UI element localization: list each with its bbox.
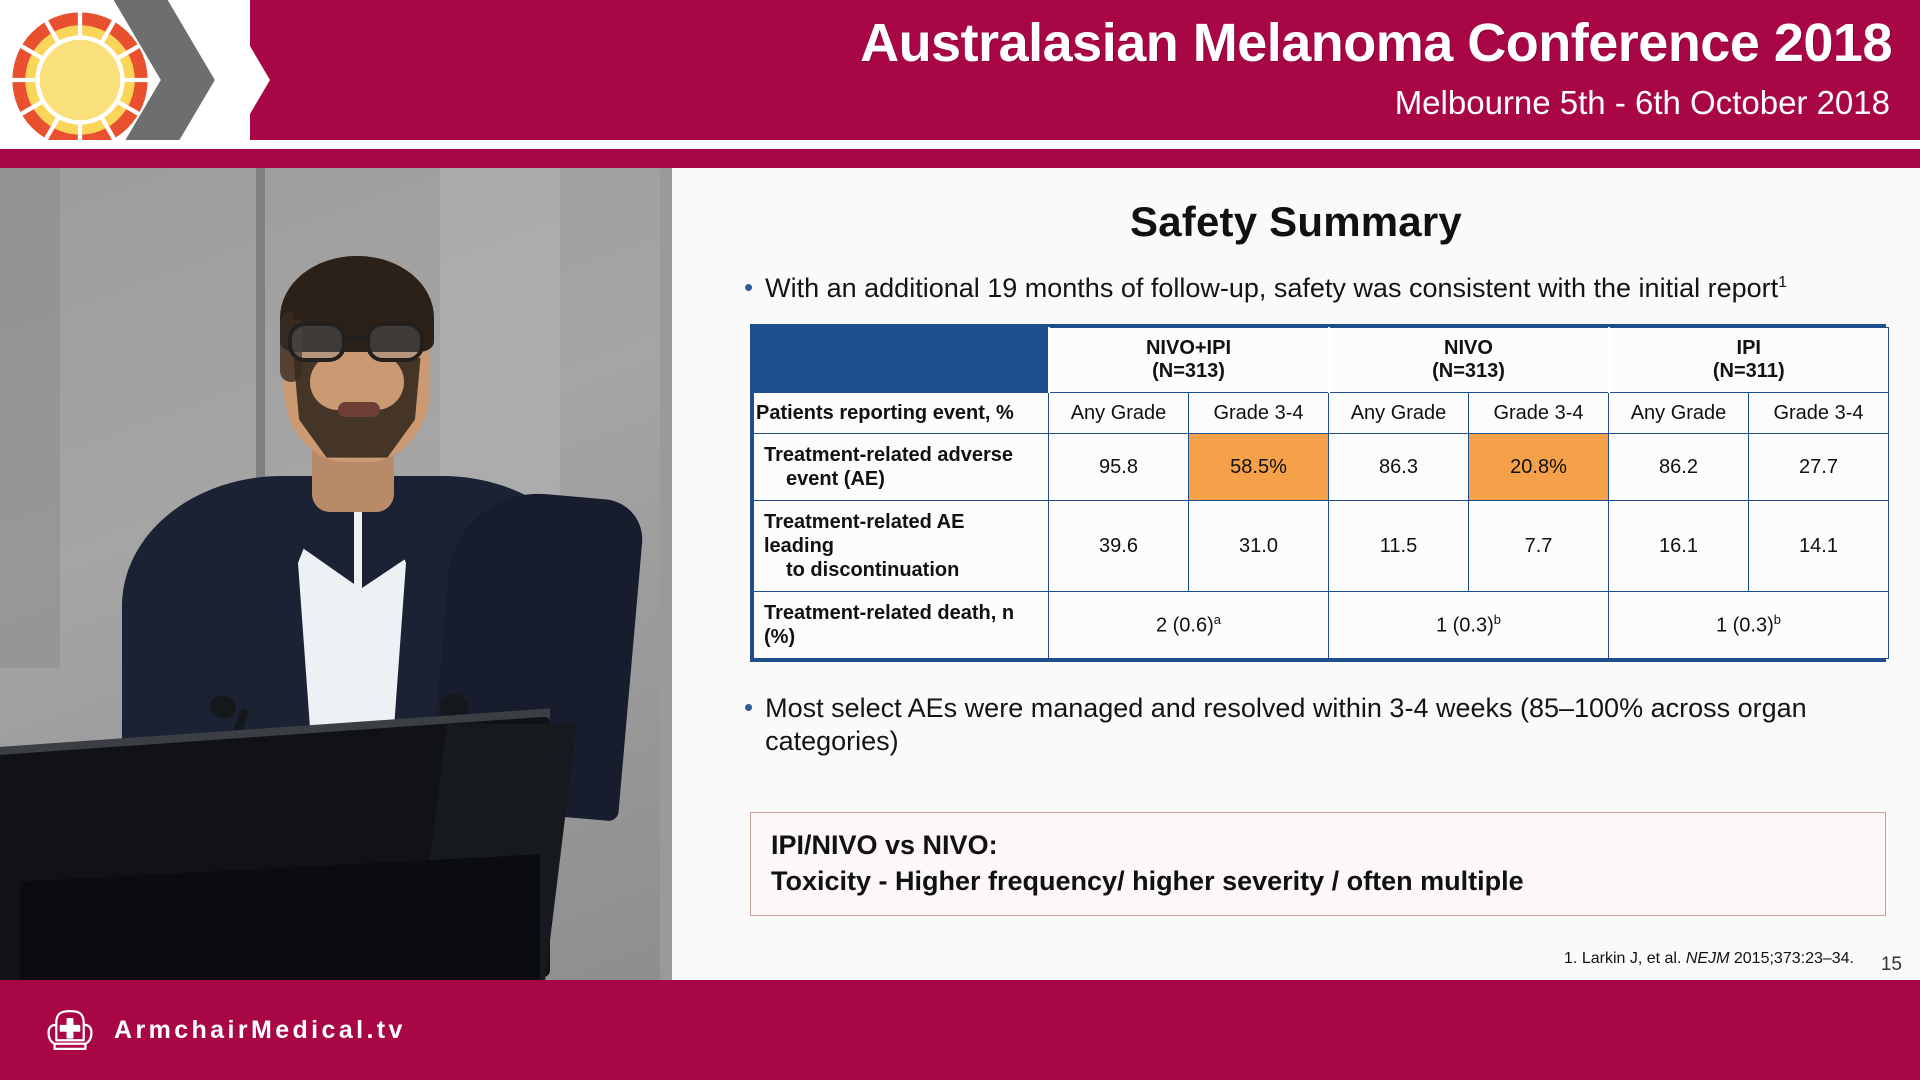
death-val-1-text: 1 (0.3) [1435, 614, 1494, 637]
citation-suffix: 2015;373:23–34. [1729, 950, 1854, 967]
table-group-nivo-ipi: NIVO+IPI (N=313) [1047, 327, 1329, 393]
row-0-val-4: 86.2 [1608, 433, 1749, 501]
citation-journal: NEJM [1685, 950, 1730, 967]
glasses-icon [288, 322, 428, 364]
subheader-col-3: Grade 3-4 [1468, 392, 1609, 434]
callout-line-2: Toxicity - Higher frequency/ higher seve… [771, 866, 1524, 897]
citation-prefix: 1. Larkin J, et al. [1564, 950, 1686, 967]
table-group-ipi: IPI (N=311) [1607, 327, 1889, 393]
wall-seam [256, 168, 265, 598]
row-1-val-1: 31.0 [1188, 500, 1329, 592]
armchair-medical-icon [47, 1010, 93, 1050]
bullet-dot-icon: • [744, 272, 754, 302]
death-row-val-2: 1 (0.3)b [1608, 591, 1889, 659]
row-1-label-line1: Treatment-related AE leading [764, 511, 965, 557]
callout-line-1: IPI/NIVO vs NIVO: [771, 830, 998, 860]
subheader-col-5: Grade 3-4 [1748, 392, 1889, 434]
row-0-val-5: 27.7 [1748, 433, 1889, 501]
death-val-2-sup: b [1773, 612, 1782, 628]
header-divider-bottom [0, 149, 1920, 160]
header-subtitle: Melbourne 5th - 6th October 2018 [1394, 84, 1890, 121]
row-0-val-3: 20.8% [1468, 433, 1609, 501]
safety-summary-table: NIVO+IPI (N=313) NIVO (N=313) IPI (N=311… [750, 324, 1889, 662]
group-2-n: (N=311) [1712, 360, 1785, 382]
group-1-n: (N=313) [1432, 360, 1505, 382]
bullet-2-text: Most select AEs were managed and resolve… [765, 693, 1807, 756]
group-1-name: NIVO [1444, 337, 1493, 359]
sun-icon [12, 12, 148, 148]
table-group-nivo: NIVO (N=313) [1327, 327, 1609, 393]
slide-left-gutter [660, 168, 672, 980]
presenter-mouth [338, 402, 380, 417]
row-1-val-4: 16.1 [1608, 500, 1749, 592]
table-row: Treatment-related AE leading to disconti… [753, 500, 1889, 592]
table-row-death: Treatment-related death, n (%) 2 (0.6)a … [753, 591, 1889, 659]
presentation-stage: Safety Summary • With an additional 19 m… [0, 160, 1920, 980]
group-0-name: NIVO+IPI [1145, 337, 1232, 359]
speaker-video-panel[interactable] [0, 168, 660, 980]
row-1-val-2: 11.5 [1328, 500, 1469, 592]
table-group-header-row: NIVO+IPI (N=313) NIVO (N=313) IPI (N=311… [753, 327, 1889, 393]
slide-bullet-2: • Most select AEs were managed and resol… [744, 692, 1874, 758]
subheader-col-2: Any Grade [1328, 392, 1469, 434]
row-0-label: Treatment-related adverse event (AE) [753, 433, 1049, 501]
subheader-col-4: Any Grade [1608, 392, 1749, 434]
table-corner-cell [753, 327, 1049, 393]
page-title: Australasian Melanoma Conference 2018 [860, 13, 1892, 73]
subheader-col-1: Grade 3-4 [1188, 392, 1329, 434]
row-1-label-line2: to discontinuation [786, 559, 960, 581]
slide-citation: 1. Larkin J, et al. NEJM 2015;373:23–34. [1564, 950, 1854, 968]
site-footer: ArmchairMedical.tv [0, 980, 1920, 1080]
slide-callout-box: IPI/NIVO vs NIVO: Toxicity - Higher freq… [750, 812, 1886, 916]
table-subheader-row: Patients reporting event, % Any Grade Gr… [753, 392, 1889, 434]
death-row-val-0: 2 (0.6)a [1048, 591, 1329, 659]
row-0-val-1: 58.5% [1188, 433, 1329, 501]
death-row-label: Treatment-related death, n (%) [753, 591, 1049, 659]
death-val-0-text: 2 (0.6) [1155, 614, 1214, 637]
row-1-val-5: 14.1 [1748, 500, 1889, 592]
glasses-lens-left [288, 322, 346, 362]
slide-bullet-1: • With an additional 19 months of follow… [744, 272, 1904, 305]
subheader-col-0: Any Grade [1048, 392, 1189, 434]
bullet-1-text: With an additional 19 months of follow-u… [765, 273, 1779, 303]
presenter-brow-right [368, 312, 420, 320]
table-row: Treatment-related adverse event (AE) 95.… [753, 433, 1889, 501]
slide-panel[interactable]: Safety Summary • With an additional 19 m… [660, 168, 1920, 980]
row-1-label: Treatment-related AE leading to disconti… [753, 500, 1049, 592]
header-divider [0, 140, 1920, 149]
row-1-val-3: 7.7 [1468, 500, 1609, 592]
presenter-brow-left [292, 312, 344, 320]
death-row-val-1: 1 (0.3)b [1328, 591, 1609, 659]
death-val-1-sup: b [1493, 612, 1502, 628]
subheader-label: Patients reporting event, % [753, 392, 1049, 434]
row-0-label-line2: event (AE) [786, 468, 885, 490]
death-val-2-text: 1 (0.3) [1715, 614, 1774, 637]
presenter-face [310, 354, 404, 410]
group-2-name: IPI [1736, 337, 1761, 359]
wall-shade-left [0, 168, 60, 668]
bullet-dot-icon: • [744, 692, 754, 722]
conference-header: Australasian Melanoma Conference 2018 Me… [0, 0, 1920, 160]
presenter-figure [62, 226, 646, 836]
row-0-val-2: 86.3 [1328, 433, 1469, 501]
footer-brand-text: ArmchairMedical.tv [114, 1016, 406, 1044]
death-val-0-sup: a [1213, 612, 1222, 628]
row-1-val-0: 39.6 [1048, 500, 1189, 592]
group-0-n: (N=313) [1152, 360, 1225, 382]
row-0-label-line1: Treatment-related adverse [764, 444, 1014, 466]
glasses-lens-right [366, 322, 424, 362]
slide-title: Safety Summary [1130, 198, 1462, 245]
row-0-val-0: 95.8 [1048, 433, 1189, 501]
glasses-bridge [346, 336, 368, 340]
bullet-1-superscript: 1 [1778, 274, 1788, 291]
slide-number: 15 [1880, 954, 1902, 975]
